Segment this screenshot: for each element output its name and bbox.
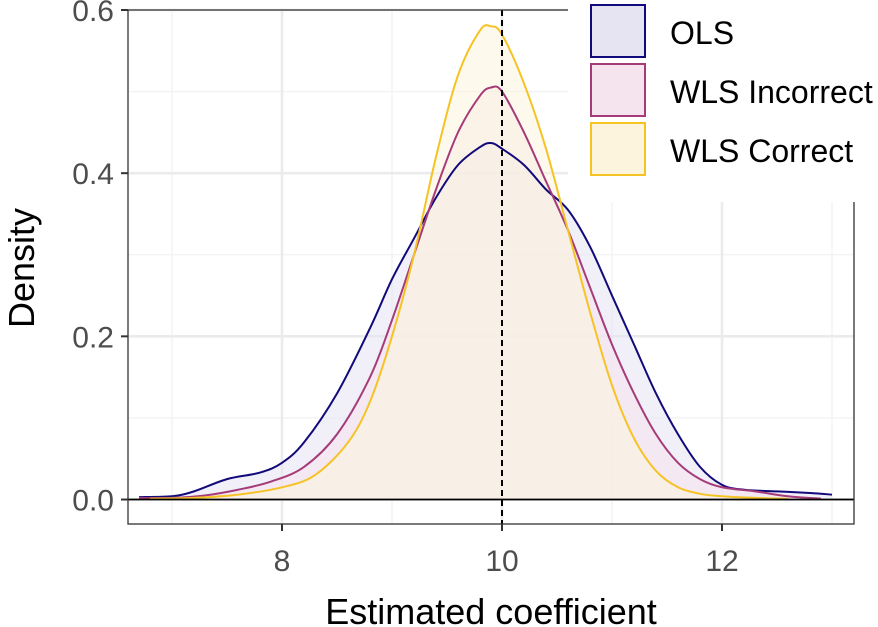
y-axis-ticks: 0.0 0.2 0.4 0.6 <box>72 0 128 518</box>
x-tick-label: 8 <box>274 545 291 578</box>
density-areas <box>139 25 832 500</box>
y-tick-label: 0.0 <box>72 485 114 518</box>
y-tick-label: 0.4 <box>72 158 114 191</box>
panel-border <box>127 9 855 525</box>
legend-label: OLS <box>670 15 734 51</box>
y-tick-label: 0.6 <box>72 0 114 28</box>
legend-key-swatch <box>590 122 646 176</box>
density-line-series-2 <box>138 85 822 500</box>
y-axis-title: Density <box>1 208 42 328</box>
density-line-series-1 <box>138 141 833 499</box>
density-area-series-3 <box>150 25 788 500</box>
legend-key-swatch <box>590 63 646 117</box>
x-axis-ticks: 8 10 12 <box>274 524 739 578</box>
x-tick-label: 10 <box>485 545 518 578</box>
legend: OLS WLS Incorrect WLS Correct <box>568 0 878 202</box>
density-line-series-3 <box>149 24 789 500</box>
x-axis-title: Estimated coefficient <box>325 591 657 627</box>
density-lines <box>138 24 833 500</box>
x-tick-label: 12 <box>705 545 738 578</box>
legend-label: WLS Incorrect <box>670 74 873 110</box>
y-tick-label: 0.2 <box>72 321 114 354</box>
legend-key-swatch <box>590 4 646 58</box>
legend-label: WLS Correct <box>670 133 853 169</box>
